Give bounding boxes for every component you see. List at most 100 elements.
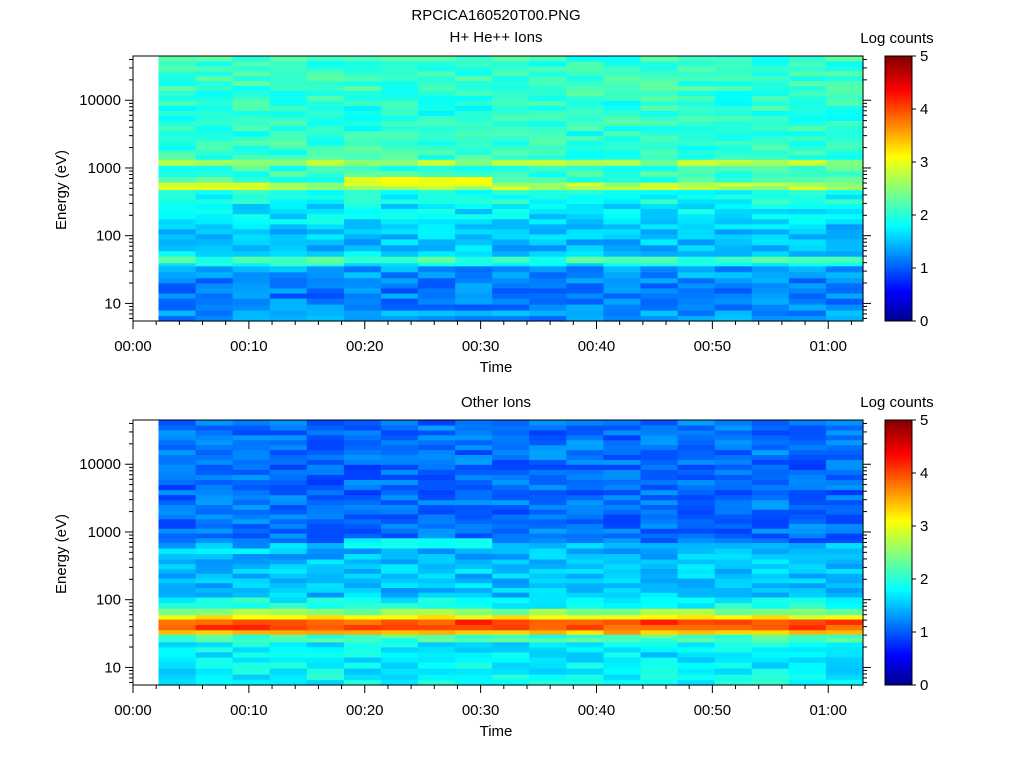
heatmap-cell [492, 120, 530, 127]
heatmap-cell [825, 105, 864, 111]
heatmap-cell [418, 587, 456, 593]
heatmap-cell [788, 532, 827, 539]
heatmap-cell [232, 140, 271, 146]
heatmap-cell [455, 553, 493, 560]
heatmap-cell [455, 479, 493, 486]
heatmap-cell [714, 641, 753, 648]
heatmap-cell [455, 614, 493, 620]
heatmap-cell [529, 165, 567, 172]
heatmap-cell [677, 194, 716, 200]
heatmap-cell [825, 80, 864, 87]
heatmap-cell [455, 130, 493, 137]
heatmap-cell [232, 65, 271, 72]
heatmap-cell [492, 56, 530, 62]
heatmap-cell [566, 159, 605, 166]
heatmap-cell [677, 277, 716, 284]
heatmap-cell [492, 518, 530, 525]
heatmap-cell [455, 277, 493, 284]
heatmap-cell [751, 159, 790, 166]
heatmap-cell [566, 95, 605, 101]
heatmap-cell [825, 523, 864, 529]
heatmap-cell [825, 265, 864, 273]
heatmap-cell [306, 592, 345, 598]
heatmap-cell [566, 233, 605, 240]
heatmap-cell [418, 120, 456, 127]
heatmap-cell [788, 213, 827, 220]
heatmap-cell [825, 238, 864, 246]
colorbar-tick-label: 1 [920, 624, 928, 641]
heatmap-cell [195, 271, 234, 279]
heatmap-cell [825, 587, 864, 593]
heatmap-cell [603, 513, 642, 520]
heatmap-cell [232, 218, 271, 225]
heatmap-cell [640, 637, 679, 643]
heatmap-cell [306, 130, 345, 137]
heatmap-cell [269, 469, 308, 475]
heatmap-cell [306, 213, 345, 220]
heatmap-cell [195, 464, 234, 470]
heatmap-cell [492, 176, 530, 183]
heatmap-cell [343, 532, 382, 539]
heatmap-cell [751, 85, 790, 92]
heatmap-cell [825, 459, 864, 465]
heatmap-cell [343, 602, 382, 609]
heatmap-cell [232, 154, 271, 160]
heatmap-cell [751, 641, 790, 648]
heatmap-cell [492, 577, 530, 584]
heatmap-cell [640, 60, 679, 67]
heatmap-cell [788, 304, 827, 311]
heatmap-cell [232, 479, 271, 486]
heatmap-cell [492, 444, 530, 451]
heatmap-cell [751, 90, 790, 96]
heatmap-cell [714, 80, 753, 87]
heatmap-cell [306, 105, 345, 111]
heatmap-cell [455, 513, 493, 520]
heatmap-cell [343, 185, 382, 191]
heatmap-cell [751, 315, 790, 322]
heatmap-cell [158, 592, 197, 598]
heatmap-cell [380, 489, 419, 496]
heatmap-cell [677, 523, 716, 529]
heatmap-cell [825, 439, 864, 446]
heatmap-cell [677, 459, 716, 465]
heatmap-cell [158, 429, 197, 436]
heatmap-cell [603, 277, 642, 284]
heatmap-cell [195, 85, 234, 92]
heatmap-cell [418, 223, 456, 230]
heatmap-cell [306, 304, 345, 311]
heatmap-cell [640, 56, 679, 62]
heatmap-cell [343, 513, 382, 520]
heatmap-cell [566, 420, 605, 426]
heatmap-cell [492, 194, 530, 200]
heatmap-cell [269, 509, 308, 515]
heatmap-cell [640, 513, 679, 520]
heatmap-cell [492, 469, 530, 475]
heatmap-cell [825, 568, 864, 574]
heatmap-cell [603, 159, 642, 166]
heatmap-cell [603, 474, 642, 481]
colorbar-gradient [884, 419, 913, 686]
heatmap-cell [418, 602, 456, 609]
heatmap-cell [714, 60, 753, 67]
heatmap-cell [640, 115, 679, 122]
heatmap-cell [306, 454, 345, 460]
heatmap-cell [380, 304, 419, 311]
heatmap-cell [455, 309, 493, 317]
heatmap-cell [825, 218, 864, 225]
heatmap-cell [714, 523, 753, 529]
heatmap-cell [640, 592, 679, 598]
heatmap-cell [788, 651, 827, 658]
heatmap-cell [418, 547, 456, 555]
heatmap-cell [380, 542, 419, 549]
heatmap-cell [343, 85, 382, 92]
heatmap-cell [158, 439, 197, 446]
heatmap-cell [603, 115, 642, 122]
heatmap-cell [788, 233, 827, 240]
heatmap-cell [343, 189, 382, 195]
heatmap-cell [380, 602, 419, 609]
heatmap-cell [825, 298, 864, 305]
heatmap-cell [492, 233, 530, 240]
heatmap-cell [492, 208, 530, 215]
heatmap-cell [492, 60, 530, 67]
heatmap-cell [714, 624, 753, 631]
